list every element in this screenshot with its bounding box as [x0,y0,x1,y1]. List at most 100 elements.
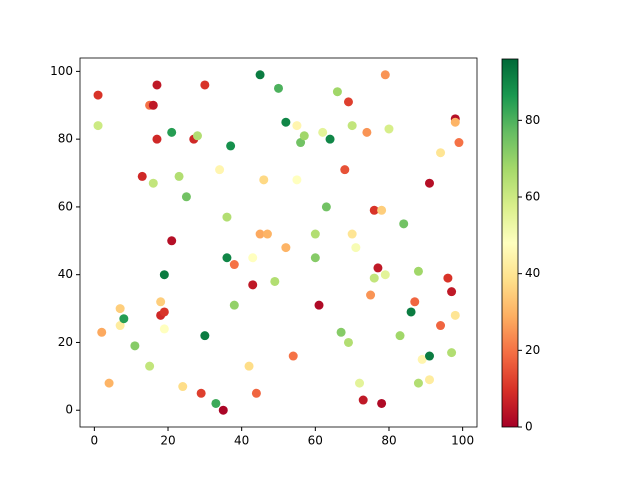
point [229,300,239,310]
point [413,378,423,388]
point [358,395,368,405]
point [424,351,434,361]
point [178,382,188,392]
point [259,175,269,185]
point [97,327,107,337]
point [436,321,446,331]
y-tick-label: 80 [58,132,73,146]
point [196,388,206,398]
point [148,178,158,188]
point [436,148,446,158]
point [251,388,261,398]
point [292,175,302,185]
y-tick-label: 100 [50,64,73,78]
point [192,131,202,141]
point [340,165,350,175]
point [93,121,103,131]
x-tick-label: 20 [160,434,175,448]
point [181,192,191,202]
point [229,260,239,270]
point [215,165,225,175]
point [152,80,162,90]
y-tick-label: 20 [58,335,73,349]
point [366,290,376,300]
colorbar-tick-label: 0 [525,420,533,434]
y-tick-label: 40 [58,267,73,281]
point [292,121,302,131]
point [244,361,254,371]
point [167,236,177,246]
point [424,178,434,188]
point [384,124,394,134]
point [395,331,405,341]
point [443,273,453,283]
point [343,97,353,107]
point [450,117,460,127]
point [299,131,309,141]
point [270,276,280,286]
point [321,202,331,212]
point [296,138,306,148]
point [159,324,169,334]
x-tick-label: 60 [308,434,323,448]
point [288,351,298,361]
point [447,348,457,358]
point [281,243,291,253]
point [200,331,210,341]
point [255,70,265,80]
point [137,171,147,181]
point [248,280,258,290]
point [130,341,140,351]
point [167,127,177,137]
point [248,253,258,263]
point [174,171,184,181]
x-tick-label: 80 [381,434,396,448]
point [226,141,236,151]
point [159,307,169,317]
colorbar-tick-label: 40 [525,266,540,280]
point [447,287,457,297]
point [310,253,320,263]
point [314,300,324,310]
point [93,90,103,100]
point [104,378,114,388]
x-tick-label: 40 [234,434,249,448]
point [222,253,232,263]
point [115,304,125,314]
colorbar-tick-label: 20 [525,343,540,357]
y-tick-label: 60 [58,199,73,213]
colorbar-tick-label: 80 [525,113,540,127]
point [377,205,387,215]
point [156,297,166,307]
point [310,229,320,239]
point [380,70,390,80]
point [200,80,210,90]
point [424,375,434,385]
point [454,138,464,148]
point [159,270,169,280]
x-tick-label: 100 [451,434,474,448]
point [262,229,272,239]
point [115,321,125,331]
axes-frame [79,57,478,428]
point [152,134,162,144]
y-tick-label: 0 [65,403,73,417]
colorbar-tick-label: 60 [525,190,540,204]
point [406,307,416,317]
point [377,398,387,408]
point [145,361,155,371]
x-tick-label: 0 [91,434,99,448]
point [343,337,353,347]
point [369,205,379,215]
point [332,87,342,97]
point [369,273,379,283]
point [399,219,409,229]
point [325,134,335,144]
point [211,398,221,408]
point [450,310,460,320]
colorbar [501,58,519,428]
point [318,127,328,137]
point [119,314,129,324]
